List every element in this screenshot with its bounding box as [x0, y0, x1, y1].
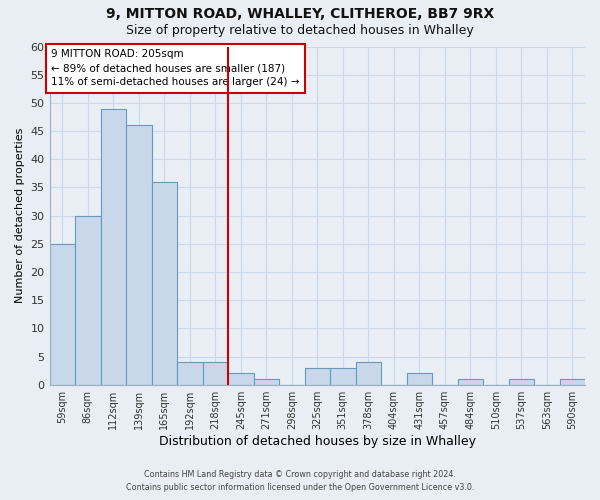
- Bar: [75, 216, 101, 384]
- Bar: [152, 182, 177, 384]
- Bar: [356, 362, 381, 384]
- Bar: [101, 108, 126, 384]
- Bar: [560, 379, 585, 384]
- Text: Contains HM Land Registry data © Crown copyright and database right 2024.
Contai: Contains HM Land Registry data © Crown c…: [126, 470, 474, 492]
- Bar: [407, 374, 432, 384]
- Text: Size of property relative to detached houses in Whalley: Size of property relative to detached ho…: [126, 24, 474, 37]
- Bar: [203, 362, 228, 384]
- Bar: [254, 379, 279, 384]
- Y-axis label: Number of detached properties: Number of detached properties: [15, 128, 25, 304]
- Bar: [177, 362, 203, 384]
- Bar: [50, 244, 75, 384]
- X-axis label: Distribution of detached houses by size in Whalley: Distribution of detached houses by size …: [159, 434, 476, 448]
- Bar: [126, 126, 152, 384]
- Bar: [228, 374, 254, 384]
- Bar: [458, 379, 483, 384]
- Bar: [330, 368, 356, 384]
- Text: 9 MITTON ROAD: 205sqm
← 89% of detached houses are smaller (187)
11% of semi-det: 9 MITTON ROAD: 205sqm ← 89% of detached …: [51, 50, 299, 88]
- Bar: [305, 368, 330, 384]
- Bar: [509, 379, 534, 384]
- Text: 9, MITTON ROAD, WHALLEY, CLITHEROE, BB7 9RX: 9, MITTON ROAD, WHALLEY, CLITHEROE, BB7 …: [106, 8, 494, 22]
